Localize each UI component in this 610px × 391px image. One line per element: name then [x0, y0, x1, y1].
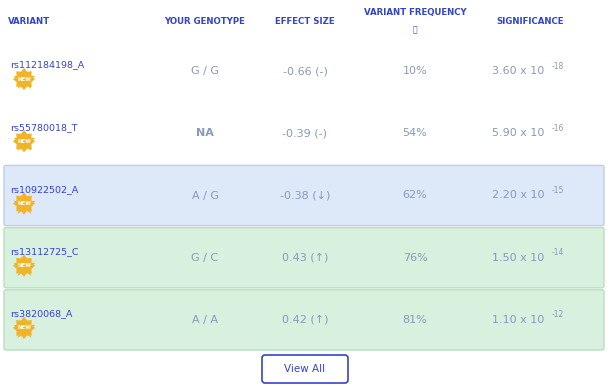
Text: NEW: NEW: [17, 325, 31, 330]
Text: -15: -15: [552, 186, 564, 195]
FancyBboxPatch shape: [262, 355, 348, 383]
Text: 0.43 (↑): 0.43 (↑): [282, 253, 328, 263]
Polygon shape: [13, 317, 35, 339]
Text: -12: -12: [552, 310, 564, 319]
Text: NEW: NEW: [17, 139, 31, 144]
Text: 81%: 81%: [403, 315, 428, 325]
Text: rs13112725_C: rs13112725_C: [10, 247, 79, 256]
Text: G / G: G / G: [191, 66, 219, 76]
Text: NEW: NEW: [17, 201, 31, 206]
Polygon shape: [13, 192, 35, 215]
Point: [19, 200, 29, 206]
Text: VARIANT: VARIANT: [8, 18, 50, 27]
FancyBboxPatch shape: [4, 165, 604, 226]
Text: 62%: 62%: [403, 190, 428, 201]
Text: EFFECT SIZE: EFFECT SIZE: [275, 18, 335, 27]
Text: 10%: 10%: [403, 66, 428, 76]
Text: -16: -16: [552, 124, 564, 133]
Text: 0.42 (↑): 0.42 (↑): [282, 315, 328, 325]
Text: ⓘ: ⓘ: [413, 25, 417, 34]
Text: rs10922502_A: rs10922502_A: [10, 185, 78, 194]
FancyBboxPatch shape: [4, 228, 604, 288]
Text: A / G: A / G: [192, 190, 218, 201]
Point: [19, 325, 29, 331]
Text: VARIANT FREQUENCY: VARIANT FREQUENCY: [364, 8, 466, 17]
Text: 3.60 x 10: 3.60 x 10: [492, 66, 544, 76]
Text: -14: -14: [552, 248, 564, 257]
Text: G / C: G / C: [192, 253, 218, 263]
Point: [19, 138, 29, 144]
Text: rs112184198_A: rs112184198_A: [10, 61, 84, 70]
Text: 1.10 x 10: 1.10 x 10: [492, 315, 544, 325]
Text: 2.20 x 10: 2.20 x 10: [492, 190, 544, 201]
Text: rs3820068_A: rs3820068_A: [10, 309, 73, 318]
Text: -0.39 (-): -0.39 (-): [282, 128, 328, 138]
Polygon shape: [13, 130, 35, 152]
Text: -18: -18: [552, 62, 564, 71]
Text: YOUR GENOTYPE: YOUR GENOTYPE: [165, 18, 245, 27]
Text: rs55780018_T: rs55780018_T: [10, 123, 77, 132]
FancyBboxPatch shape: [4, 41, 604, 101]
Text: -0.38 (↓): -0.38 (↓): [280, 190, 330, 201]
Text: A / A: A / A: [192, 315, 218, 325]
Point: [19, 263, 29, 269]
FancyBboxPatch shape: [4, 103, 604, 163]
Text: 54%: 54%: [403, 128, 428, 138]
Text: 1.50 x 10: 1.50 x 10: [492, 253, 544, 263]
Text: 76%: 76%: [403, 253, 428, 263]
Text: 5.90 x 10: 5.90 x 10: [492, 128, 544, 138]
Text: SIGNIFICANCE: SIGNIFICANCE: [497, 18, 564, 27]
Text: NEW: NEW: [17, 77, 31, 82]
FancyBboxPatch shape: [4, 290, 604, 350]
Point: [19, 76, 29, 82]
Polygon shape: [13, 68, 35, 90]
Text: NA: NA: [196, 128, 214, 138]
Text: NEW: NEW: [17, 263, 31, 268]
Polygon shape: [13, 255, 35, 277]
Text: View All: View All: [284, 364, 326, 374]
Text: -0.66 (-): -0.66 (-): [282, 66, 328, 76]
